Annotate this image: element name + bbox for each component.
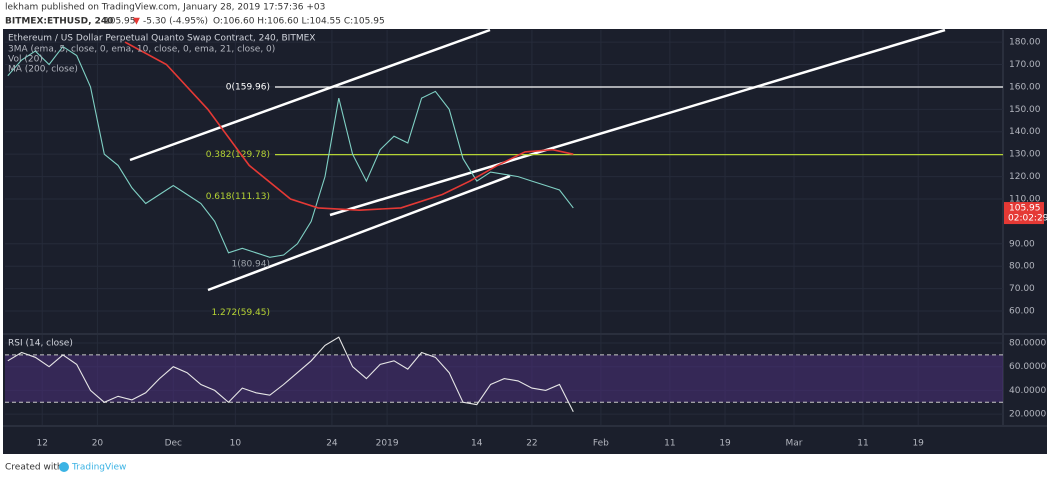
y-tick-label: 80.00 [1009,262,1035,272]
y-tick-label: 170.00 [1009,60,1041,70]
last-quote: 105.95 [104,17,136,27]
symbol: BITMEX:ETHUSD, 240 [5,17,113,27]
logo [59,462,69,472]
channel-line [329,28,946,217]
x-tick-label: Dec [165,439,182,449]
y-tick-label: 40.0000 [1009,386,1046,396]
indicator-label: 3MA (ema, 5, close, 0, ema, 10, close, 0… [8,45,275,55]
pane-title: Ethereum / US Dollar Perpetual Quanto Sw… [8,34,315,44]
x-tick-label: 2019 [376,439,399,449]
series-line [7,45,574,258]
x-tick-label: 19 [719,439,731,449]
x-tick-label: 20 [92,439,104,449]
countdown: 02:02:29 [1008,214,1049,224]
trend-lines [129,28,946,292]
legend-entry: MA (200, close) [8,65,78,75]
series-line [7,336,574,412]
x-tick-label: Mar [786,439,803,449]
fib-label: 1.272(59.45) [211,308,270,318]
x-tick-label: 24 [326,439,338,449]
series-line [124,41,574,212]
channel-line [207,174,511,292]
y-tick-label: 20.0000 [1009,410,1046,420]
x-tick-label: 11 [857,439,868,449]
last-price-label: 105.95 [1009,204,1041,214]
y-tick-label: 110.00 [1009,194,1041,204]
y-tick-label: 60.00 [1009,307,1035,317]
y-tick-label: 70.00 [1009,284,1035,294]
y-tick-label: 130.00 [1009,150,1041,160]
y-tick-label: 120.00 [1009,172,1041,182]
publish-line: lekham published on TradingView.com, Jan… [5,3,325,13]
ohlc: O:106.60 H:106.60 L:104.55 C:105.95 [213,17,385,27]
y-tick-label: 180.00 [1009,38,1041,48]
fib-label: 0.382(129.78) [206,150,270,160]
change-arrow: ▼ [133,17,140,27]
last-price-tag [1004,202,1044,225]
footer-created: Created with [5,463,63,473]
channel-line [129,28,491,162]
x-tick-label: 11 [664,439,675,449]
fib-label: 0(159.96) [226,83,270,93]
y-tick-label: 150.00 [1009,105,1041,115]
pane-title: RSI (14, close) [8,339,73,349]
change: -5.30 (-4.95%) [143,17,208,27]
x-tick-label: 22 [526,439,537,449]
footer-brand: TradingView [71,463,126,473]
fib-label: 0.618(111.13) [206,192,270,202]
y-tick-label: 140.00 [1009,127,1041,137]
x-tick-label: 19 [912,439,924,449]
y-tick-label: 90.00 [1009,239,1035,249]
x-tick-label: 10 [230,439,242,449]
y-tick-label: 160.00 [1009,82,1041,92]
y-tick-label: 80.0000 [1009,339,1046,349]
x-tick-label: Feb [593,439,609,449]
fib-label: 1(80.94) [231,260,270,270]
x-tick-label: 14 [471,439,483,449]
indicator-label: Vol (20) [8,55,43,65]
x-tick-label: 12 [37,439,48,449]
y-tick-label: 60.0000 [1009,362,1046,372]
